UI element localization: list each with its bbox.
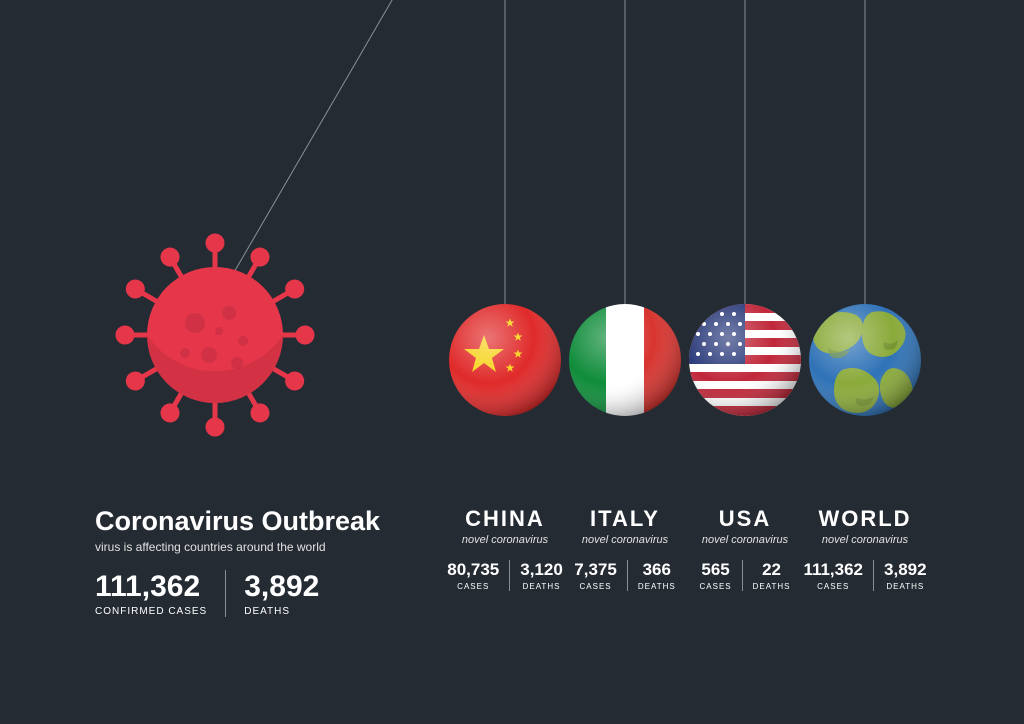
deaths-value: 366 <box>638 560 676 580</box>
ball-italy <box>569 304 681 416</box>
country-deaths: 3,892 DEATHS <box>873 560 937 591</box>
country-deaths: 3,120 DEATHS <box>509 560 573 591</box>
country-sub: novel coronavirus <box>685 534 805 546</box>
country-name: WORLD <box>797 506 933 532</box>
country-name: ITALY <box>565 506 685 532</box>
headline-confirmed-value: 111,362 <box>95 570 207 604</box>
ball-world <box>809 304 921 416</box>
deaths-label: DEATHS <box>520 582 563 591</box>
coronavirus-icon <box>118 236 312 434</box>
country-sub: novel coronavirus <box>797 534 933 546</box>
label-world: WORLD novel coronavirus 111,362 CASES 3,… <box>797 506 933 591</box>
headline-deaths-label: DEATHS <box>244 606 319 617</box>
country-cases: 80,735 CASES <box>437 560 509 591</box>
label-china: CHINA novel coronavirus 80,735 CASES 3,1… <box>445 506 565 591</box>
country-deaths: 366 DEATHS <box>627 560 686 591</box>
headline-confirmed-label: CONFIRMED CASES <box>95 606 207 617</box>
country-cases: 565 CASES <box>690 560 742 591</box>
cases-value: 80,735 <box>447 560 499 580</box>
cases-label: CASES <box>803 582 863 591</box>
label-italy: ITALY novel coronavirus 7,375 CASES 366 … <box>565 506 685 591</box>
ball-usa <box>689 304 801 416</box>
deaths-label: DEATHS <box>753 582 791 591</box>
deaths-label: DEATHS <box>638 582 676 591</box>
country-name: USA <box>685 506 805 532</box>
headline-deaths-value: 3,892 <box>244 570 319 604</box>
deaths-value: 22 <box>753 560 791 580</box>
cases-value: 7,375 <box>574 560 617 580</box>
ball-china <box>449 304 561 416</box>
cases-label: CASES <box>447 582 499 591</box>
headline-block: Coronavirus Outbreak virus is affecting … <box>95 506 380 617</box>
cases-value: 111,362 <box>803 560 863 580</box>
deaths-label: DEATHS <box>884 582 927 591</box>
label-usa: USA novel coronavirus 565 CASES 22 DEATH… <box>685 506 805 591</box>
cases-label: CASES <box>700 582 732 591</box>
deaths-value: 3,892 <box>884 560 927 580</box>
country-sub: novel coronavirus <box>565 534 685 546</box>
headline-deaths: 3,892 DEATHS <box>225 570 337 617</box>
country-deaths: 22 DEATHS <box>742 560 801 591</box>
headline-title: Coronavirus Outbreak <box>95 506 380 537</box>
country-cases: 111,362 CASES <box>793 560 873 591</box>
deaths-value: 3,120 <box>520 560 563 580</box>
country-cases: 7,375 CASES <box>564 560 627 591</box>
cases-label: CASES <box>574 582 617 591</box>
headline-subtitle: virus is affecting countries around the … <box>95 540 380 554</box>
country-name: CHINA <box>445 506 565 532</box>
cases-value: 565 <box>700 560 732 580</box>
country-sub: novel coronavirus <box>445 534 565 546</box>
headline-confirmed: 111,362 CONFIRMED CASES <box>95 570 225 617</box>
string-virus <box>215 0 395 305</box>
